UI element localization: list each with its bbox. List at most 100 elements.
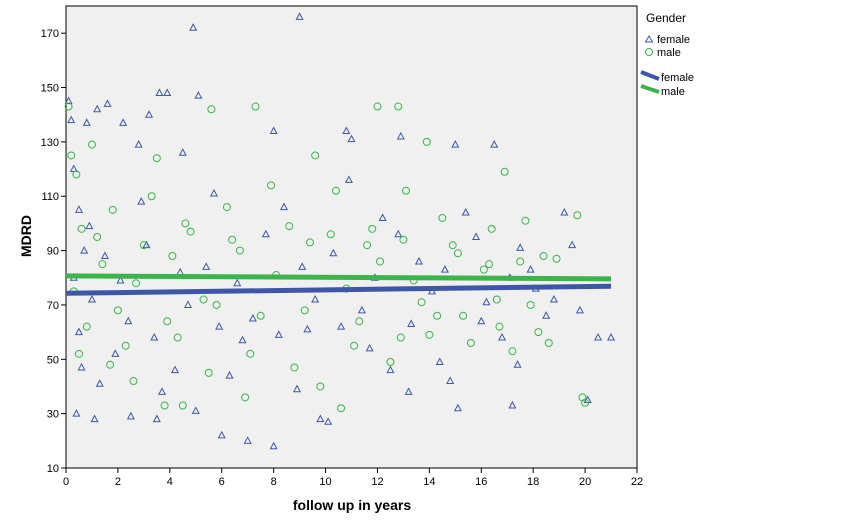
female-point (594, 332, 603, 341)
y-tick-label: 170 (41, 28, 59, 40)
female-point (607, 332, 616, 341)
female-fit-line (65, 283, 612, 296)
male-point (139, 241, 148, 250)
male-point (64, 102, 73, 111)
female-point (90, 414, 99, 423)
female-point (526, 265, 535, 273)
female-point (324, 417, 333, 425)
male-point (350, 341, 359, 350)
male-point (207, 105, 216, 114)
male-point (106, 360, 115, 369)
male-point (181, 219, 190, 228)
female-point (77, 362, 86, 371)
male-point (376, 257, 385, 266)
y-tick-label: 10 (47, 463, 59, 475)
male-point (544, 338, 553, 347)
legend-male-line-label: male (661, 86, 685, 98)
legend-male-line-icon (640, 84, 660, 94)
male-point (267, 181, 276, 190)
female-point (261, 229, 270, 238)
male-point (246, 349, 255, 358)
male-point (373, 102, 382, 111)
female-point (472, 232, 481, 240)
male-point (186, 227, 195, 236)
male-point (178, 401, 187, 410)
male-point (160, 401, 169, 410)
male-point (487, 224, 496, 233)
legend-male-marker-icon (645, 48, 653, 56)
legend-female-line-icon (640, 70, 660, 81)
female-point (477, 316, 486, 325)
female-point (217, 430, 226, 439)
x-tick-label: 6 (219, 476, 225, 488)
x-tick-label: 14 (423, 476, 435, 488)
male-point (526, 300, 535, 309)
axes-group: 0 2 4 6 8 10 12 14 16 18 20 22 10 30 50 70 90 110 130 150 17… (41, 28, 643, 488)
female-point (542, 311, 551, 319)
male-point (438, 213, 447, 222)
male-point (168, 252, 177, 261)
female-point (404, 387, 413, 395)
male-point (433, 311, 442, 320)
female-point (103, 99, 112, 107)
male-point (521, 216, 530, 225)
female-point (95, 379, 104, 387)
male-point (448, 241, 457, 250)
male-point (152, 154, 161, 163)
male-point (173, 333, 182, 342)
female-point (124, 316, 133, 325)
male-point (212, 300, 221, 309)
female-point (170, 365, 180, 374)
male-point (241, 393, 250, 402)
x-tick-label: 16 (475, 476, 487, 488)
male-point (93, 233, 102, 241)
x-axis-title: follow up in years (293, 497, 411, 513)
female-point (248, 313, 257, 322)
male-point (368, 224, 377, 233)
male-point (300, 306, 309, 315)
female-point (82, 118, 91, 126)
female-point (100, 251, 109, 260)
female-point (225, 371, 234, 379)
female-point (202, 262, 211, 270)
x-tick-label: 18 (527, 476, 539, 488)
male-point (108, 205, 117, 214)
female-point (560, 207, 569, 216)
y-tick-label: 70 (47, 300, 59, 312)
female-point (378, 213, 387, 221)
male-point (326, 230, 335, 239)
male-point (495, 322, 504, 331)
male-point (285, 222, 294, 231)
male-point (425, 330, 434, 339)
male-point (534, 328, 543, 337)
x-tick-label: 22 (631, 476, 643, 488)
female-point (152, 414, 161, 423)
male-point (539, 252, 548, 261)
male-point (422, 137, 431, 146)
male-point (573, 211, 582, 220)
female-point (292, 384, 302, 393)
female-point (446, 376, 455, 385)
x-tick-label: 2 (115, 476, 121, 488)
male-point (67, 151, 76, 160)
female-point (157, 387, 167, 395)
male-point (500, 167, 509, 176)
female-point (490, 140, 499, 148)
plot-area (65, 5, 638, 469)
male-point (228, 235, 237, 244)
male-point (386, 358, 395, 367)
female-point (87, 294, 96, 303)
x-tick-label: 8 (271, 476, 277, 488)
legend-female-marker-icon (644, 35, 654, 43)
male-point (147, 192, 156, 201)
female-point (145, 110, 154, 118)
female-point (386, 365, 395, 374)
female-point (295, 12, 304, 20)
female-point (215, 322, 224, 330)
male-point (402, 186, 411, 195)
male-point (466, 338, 475, 347)
female-point (72, 409, 81, 417)
female-point (516, 243, 525, 251)
female-point (414, 256, 424, 265)
legend: Gender female male female male (640, 11, 694, 98)
